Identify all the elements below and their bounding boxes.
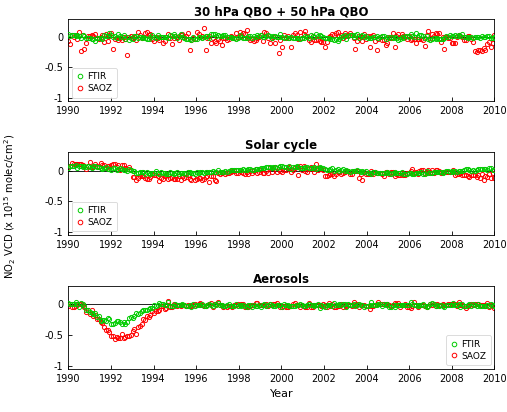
FTIR: [65, 166, 71, 171]
Title: Solar cycle: Solar cycle: [245, 139, 317, 152]
SAOZ: [464, 304, 470, 309]
SAOZ: [65, 164, 71, 169]
FTIR: [464, 302, 470, 307]
FTIR: [85, 164, 91, 169]
FTIR: [65, 300, 71, 305]
FTIR: [73, 163, 79, 168]
SAOZ: [83, 309, 89, 314]
Title: 30 hPa QBO + 50 hPa QBO: 30 hPa QBO + 50 hPa QBO: [194, 5, 369, 19]
FTIR: [491, 303, 497, 308]
SAOZ: [213, 178, 220, 183]
FTIR: [135, 35, 141, 40]
SAOZ: [464, 34, 470, 39]
Title: Aerosols: Aerosols: [253, 273, 310, 286]
FTIR: [464, 35, 470, 40]
SAOZ: [83, 166, 89, 171]
Line: SAOZ: SAOZ: [66, 299, 496, 341]
SAOZ: [135, 176, 141, 180]
SAOZ: [206, 179, 212, 184]
FTIR: [108, 322, 114, 327]
Line: SAOZ: SAOZ: [66, 160, 496, 184]
SAOZ: [94, 316, 100, 321]
SAOZ: [96, 164, 102, 169]
SAOZ: [350, 300, 356, 305]
FTIR: [350, 169, 356, 174]
Line: FTIR: FTIR: [66, 30, 496, 43]
FTIR: [211, 302, 218, 307]
SAOZ: [87, 160, 93, 165]
FTIR: [135, 311, 141, 316]
X-axis label: Year: Year: [270, 389, 293, 399]
Legend: FTIR, SAOZ: FTIR, SAOZ: [72, 68, 117, 98]
FTIR: [96, 36, 102, 41]
FTIR: [349, 302, 355, 307]
FTIR: [464, 167, 470, 172]
FTIR: [148, 172, 154, 177]
FTIR: [211, 32, 218, 37]
FTIR: [92, 38, 98, 43]
Text: NO$_2$ VCD (x 10$^{15}$ molec/cm$^2$): NO$_2$ VCD (x 10$^{15}$ molec/cm$^2$): [3, 133, 18, 279]
SAOZ: [491, 305, 497, 310]
SAOZ: [464, 173, 470, 178]
FTIR: [491, 35, 497, 40]
FTIR: [96, 164, 102, 169]
SAOZ: [135, 29, 141, 34]
Line: SAOZ: SAOZ: [66, 26, 496, 57]
SAOZ: [350, 35, 356, 40]
Legend: FTIR, SAOZ: FTIR, SAOZ: [72, 201, 117, 231]
FTIR: [413, 30, 419, 35]
SAOZ: [124, 53, 130, 58]
Line: FTIR: FTIR: [66, 163, 496, 177]
Legend: FTIR, SAOZ: FTIR, SAOZ: [446, 335, 491, 365]
SAOZ: [491, 33, 497, 37]
Line: FTIR: FTIR: [66, 300, 496, 326]
FTIR: [349, 33, 355, 37]
FTIR: [94, 314, 100, 319]
FTIR: [135, 170, 141, 175]
SAOZ: [350, 169, 356, 173]
SAOZ: [112, 337, 118, 342]
SAOZ: [201, 26, 207, 30]
SAOZ: [65, 38, 71, 43]
FTIR: [83, 36, 89, 41]
SAOZ: [83, 41, 89, 46]
SAOZ: [491, 176, 497, 180]
FTIR: [65, 31, 71, 36]
SAOZ: [135, 325, 141, 330]
FTIR: [83, 308, 89, 313]
FTIR: [368, 299, 374, 304]
FTIR: [491, 167, 497, 172]
SAOZ: [94, 35, 100, 40]
SAOZ: [65, 303, 71, 308]
SAOZ: [165, 299, 171, 304]
FTIR: [213, 170, 220, 175]
SAOZ: [213, 40, 220, 45]
SAOZ: [213, 302, 220, 307]
